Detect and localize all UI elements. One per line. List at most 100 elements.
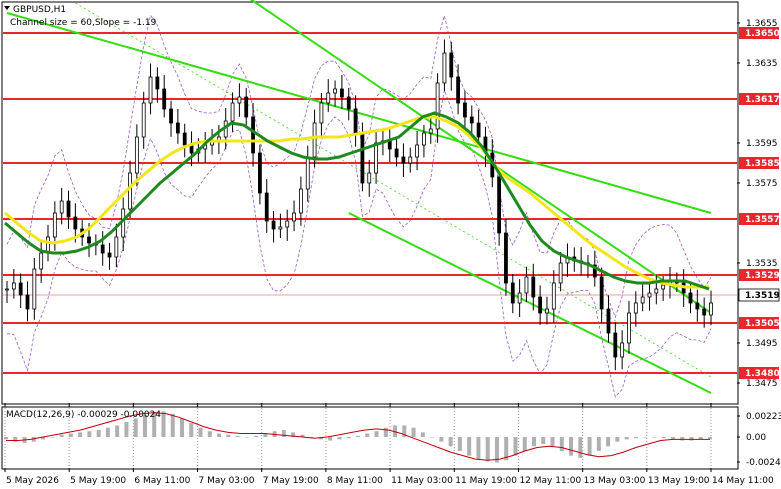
macd-histogram-bar — [346, 437, 351, 439]
macd-histogram-bar — [263, 433, 268, 438]
candle-body — [182, 132, 187, 146]
macd-histogram-bar — [328, 437, 333, 441]
level-tag-label: 1.3480 — [745, 369, 780, 379]
ma-green-line — [4, 111, 710, 291]
level-tag — [739, 317, 779, 329]
candle-body — [360, 132, 365, 184]
macd-histogram-bar — [596, 437, 601, 451]
candle-body — [87, 236, 91, 244]
candle-body — [613, 332, 618, 358]
candle-body — [237, 96, 242, 104]
channel-line — [249, 0, 712, 314]
candle-body — [319, 102, 324, 124]
macd-histogram-bar — [198, 427, 203, 438]
candle-body — [476, 122, 481, 138]
macd-histogram-bar — [420, 432, 425, 438]
macd-histogram-bar — [402, 425, 407, 438]
macd-histogram-bar — [217, 433, 222, 438]
candle-body — [558, 262, 563, 284]
macd-histogram-bar — [189, 423, 194, 438]
candle-body — [333, 88, 337, 94]
envelope-lower — [6, 88, 712, 398]
level-tag-label: 1.3650 — [745, 29, 780, 39]
candle-body — [100, 244, 105, 254]
candle-body — [408, 156, 413, 164]
macd-histogram-bar — [448, 437, 453, 447]
candle-body — [428, 128, 433, 134]
x-tick-label: 14 May 11:00 — [712, 476, 774, 486]
macd-histogram-bar — [31, 437, 36, 442]
y-tick-label: 1.3595 — [746, 139, 778, 149]
candle-body — [141, 102, 146, 138]
x-tick-label: 6 May 11:00 — [134, 476, 190, 486]
macd-histogram-bar — [254, 435, 259, 438]
candle-body — [73, 216, 78, 230]
candle-body — [415, 144, 419, 158]
symbol-label: GBPUSD,H1 — [13, 5, 66, 15]
macd-histogram-bar — [152, 412, 157, 438]
candle-body — [504, 232, 508, 284]
macd-histogram-bar — [142, 414, 147, 438]
candle-body — [162, 88, 167, 110]
candle-body — [531, 276, 536, 298]
y-tick-label: 1.3495 — [746, 339, 778, 349]
candle-body — [326, 92, 331, 104]
macd-histogram-bar — [207, 431, 212, 438]
candle-body — [340, 88, 344, 98]
candle-body — [517, 292, 522, 304]
macd-histogram-bar — [78, 432, 83, 438]
candle-body — [367, 172, 372, 184]
candle-body — [394, 148, 399, 158]
y-tick-label: 1.3575 — [746, 179, 778, 189]
ma-yellow-line — [4, 115, 709, 289]
level-tag — [739, 93, 779, 105]
x-tick-label: 11 May 19:00 — [455, 476, 517, 486]
macd-histogram-bar — [50, 437, 55, 438]
macd-histogram-bar — [13, 437, 18, 442]
macd-histogram-bar — [180, 418, 184, 438]
macd-histogram-bar — [652, 437, 657, 438]
x-tick-label: 5 May 2026 — [6, 476, 59, 486]
candle-body — [620, 342, 625, 358]
candle-body — [695, 302, 700, 310]
candle-body — [456, 76, 461, 104]
symbol-header: GBPUSD,H1 Channel size = 60,Slope = -1.1… — [4, 5, 157, 28]
macd-histogram-bar — [374, 431, 379, 438]
x-tick-label: 7 May 19:00 — [263, 476, 319, 486]
candle-body — [278, 226, 283, 230]
macd-histogram-bar — [578, 437, 583, 458]
candle-body — [155, 76, 160, 90]
candle-body — [299, 188, 303, 214]
macd-histogram-bar — [689, 437, 694, 441]
candle-body — [251, 116, 255, 154]
macd-histogram-bar — [124, 421, 129, 438]
macd-histogram-bar — [105, 427, 110, 438]
macd-y-tick-label: 0.00223 — [746, 412, 781, 422]
candle-body — [688, 292, 693, 304]
candle-body — [647, 292, 652, 298]
candle-body — [463, 102, 467, 118]
x-tick-label: 11 May 03:00 — [391, 476, 453, 486]
macd-histogram-bar — [291, 432, 296, 438]
y-tick-label: 1.3535 — [746, 259, 778, 269]
candle-body — [312, 122, 317, 158]
candle-body — [709, 302, 713, 316]
candle-body — [59, 200, 64, 214]
x-tick-label: 8 May 11:00 — [327, 476, 383, 486]
macd-histogram-bar — [522, 437, 527, 451]
macd-histogram-bar — [606, 437, 611, 447]
current-price-tag — [738, 288, 780, 302]
ma-layer — [4, 111, 710, 291]
level-tag-label: 1.3585 — [745, 159, 780, 169]
candle-body — [39, 252, 44, 270]
candle-body — [545, 308, 549, 314]
candle-body — [661, 284, 666, 290]
candle-body — [148, 76, 153, 104]
macd-histogram-bar — [457, 437, 462, 451]
level-tag-label: 1.3557 — [745, 215, 780, 225]
level-tag-label: 1.3529 — [745, 271, 780, 281]
x-tick-label: 13 May 19:00 — [648, 476, 710, 486]
macd-histogram-bar — [698, 437, 703, 440]
candle-body — [606, 308, 611, 334]
